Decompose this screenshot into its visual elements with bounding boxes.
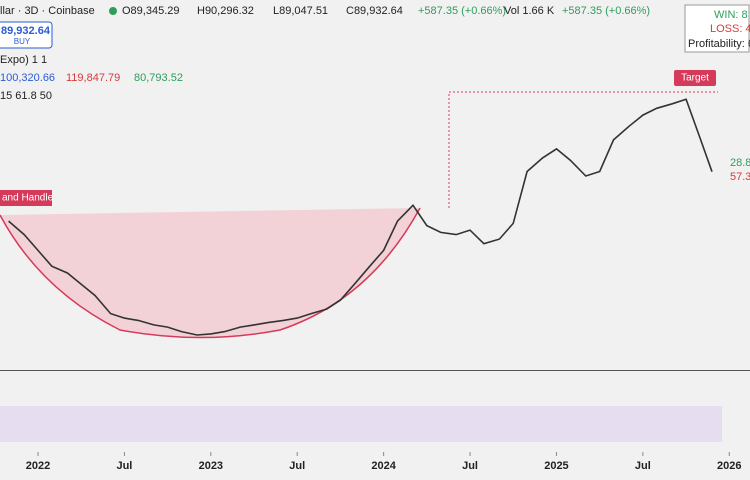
profitability: Profitability: 6 [688,38,750,50]
symbol: llar · 3D · Coinbase [0,5,95,17]
target-line [448,91,718,208]
header-bar [0,0,750,20]
pattern-label: and Handle [2,193,54,204]
buy-label[interactable]: BUY [14,37,31,46]
target-tag [674,70,716,86]
lower-value: 57.3 [730,171,750,183]
x-tick-label: 2024 [371,460,396,472]
volume: Vol 1.66 K [504,5,555,17]
price-line [8,98,713,336]
low: L89,047.51 [273,5,328,17]
high: H90,296.32 [197,5,254,17]
close: C89,932.64 [346,5,403,17]
band-lower: 80,793.52 [134,72,183,84]
buy-price[interactable]: 89,932.64 [1,25,51,37]
change: +587.35 (+0.66%) [418,5,506,17]
rsi-band [0,406,722,442]
buy-button[interactable] [0,21,53,49]
x-tick-label: Jul [289,460,305,472]
band-upper: 119,847.79 [66,72,120,84]
x-tick-label: Jul [635,460,651,472]
indicator-1: Expo) 1 1 [0,54,47,66]
cup-outline [0,207,421,339]
x-tick-label: Jul [462,460,478,472]
x-tick-label: 2023 [199,460,223,472]
loss: LOSS: 4 [710,23,750,35]
x-tick-label: Jul [116,460,132,472]
open: O89,345.29 [122,5,180,17]
pattern-tag [0,190,52,206]
target-label: Target [681,73,709,84]
volume-change: +587.35 (+0.66%) [562,5,650,17]
pane-divider [0,370,750,371]
x-tick-label: 2026 [717,460,741,472]
cup-pattern [0,208,420,338]
x-tick-label: 2022 [26,460,50,472]
indicator-2: 15 61.8 50 [0,90,52,102]
x-tick-label: 2025 [544,460,568,472]
status-dot [109,7,117,15]
upper-value: 28.8 [730,157,750,169]
win: WIN: 8 [714,9,748,21]
band-mid: 100,320.66 [0,72,55,84]
stats-box [684,4,750,53]
